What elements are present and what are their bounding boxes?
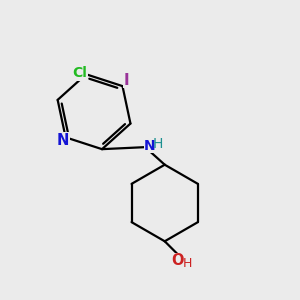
Text: Cl: Cl [72,66,87,80]
Text: N: N [56,133,69,148]
Text: O: O [171,253,184,268]
Text: N: N [144,139,156,153]
Text: H: H [153,136,164,151]
Text: I: I [124,73,130,88]
Text: H: H [183,257,192,270]
